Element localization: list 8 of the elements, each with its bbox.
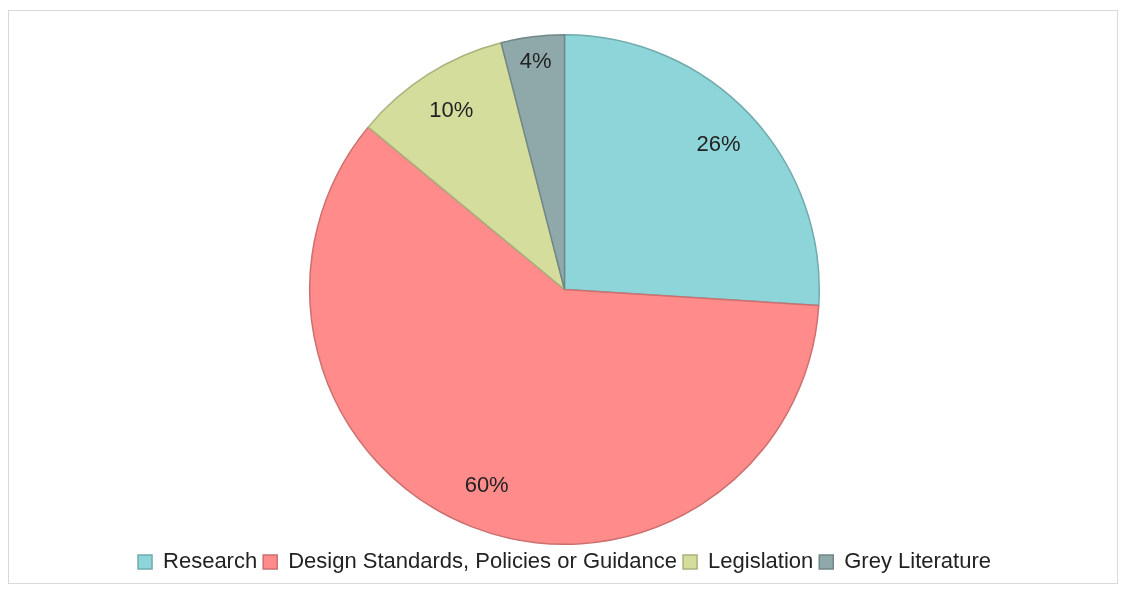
- data-label: 26%: [696, 130, 741, 156]
- data-label: 10%: [429, 97, 474, 123]
- legend-label: Legislation: [708, 548, 814, 574]
- legend-label: Design Standards, Policies or Guidance: [288, 548, 678, 574]
- data-label: 60%: [464, 472, 509, 498]
- legend-label: Grey Literature: [844, 548, 991, 574]
- data-label: 4%: [519, 48, 552, 74]
- legend-label: Research: [163, 548, 258, 574]
